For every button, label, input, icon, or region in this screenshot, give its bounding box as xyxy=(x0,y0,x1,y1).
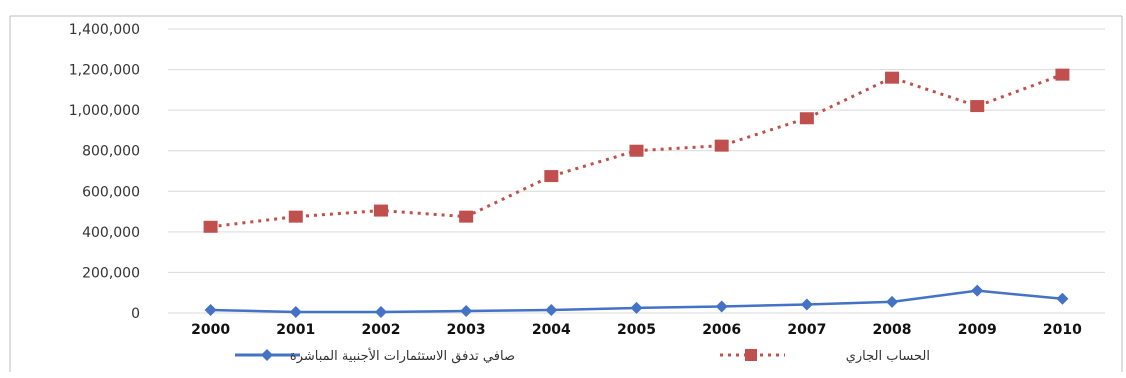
x-tick-label: 2002 xyxy=(361,322,400,338)
y-tick-label: 200,000 xyxy=(82,265,140,281)
data-point-marker xyxy=(970,100,985,113)
y-tick-label: 400,000 xyxy=(82,225,140,241)
legend-item-current-account: الحساب الجاري xyxy=(720,349,930,364)
y-tick-label: 1,200,000 xyxy=(69,63,140,79)
x-tick-label: 2006 xyxy=(702,322,741,338)
x-tick-label: 2004 xyxy=(532,322,571,338)
x-tick-label: 2009 xyxy=(958,322,997,338)
series-lines xyxy=(203,68,1070,318)
x-tick-label: 2008 xyxy=(873,322,912,338)
data-point-marker xyxy=(374,305,387,318)
data-point-marker xyxy=(1056,292,1069,305)
x-tick-label: 2003 xyxy=(447,322,486,338)
x-tick-label: 2005 xyxy=(617,322,656,338)
legend-marker-fdi xyxy=(261,349,273,361)
data-point-marker xyxy=(545,303,558,316)
y-axis-ticks: 0 200,000 400,000 600,000 800,000 1,000,000 1,… xyxy=(69,22,140,322)
x-tick-label: 2007 xyxy=(787,322,826,338)
y-tick-label: 800,000 xyxy=(82,144,140,160)
data-point-marker xyxy=(885,71,900,84)
data-point-marker xyxy=(886,295,899,308)
data-point-marker xyxy=(459,210,474,223)
data-point-marker xyxy=(971,284,984,297)
data-point-marker xyxy=(288,210,303,223)
legend-item-fdi: صافي تدفق الاستثمارات الأجنبية المباشرة xyxy=(235,347,515,364)
data-point-marker xyxy=(204,303,217,316)
data-point-marker xyxy=(373,204,388,217)
legend-label-fdi: صافي تدفق الاستثمارات الأجنبية المباشرة xyxy=(290,347,515,364)
data-point-marker xyxy=(714,139,729,152)
data-point-marker xyxy=(1055,68,1070,81)
x-axis-ticks: 2000 2001 2002 2003 2004 2005 2006 2007 2008 2009… xyxy=(191,322,1082,338)
data-point-marker xyxy=(799,112,814,125)
y-tick-label: 600,000 xyxy=(82,184,140,200)
x-tick-label: 2001 xyxy=(276,322,315,338)
data-point-marker xyxy=(203,220,218,233)
y-tick-label: 1,400,000 xyxy=(69,22,140,38)
x-tick-label: 2010 xyxy=(1043,322,1082,338)
legend-marker-current-account xyxy=(745,349,757,361)
legend: الحساب الجاري صافي تدفق الاستثمارات الأج… xyxy=(235,347,930,364)
data-point-marker xyxy=(800,298,813,311)
data-point-marker xyxy=(629,144,644,157)
data-point-marker xyxy=(715,300,728,313)
series-line-1 xyxy=(210,73,1063,229)
gridlines xyxy=(168,28,1105,314)
legend-label-current-account: الحساب الجاري xyxy=(846,349,930,364)
data-point-marker xyxy=(630,301,643,314)
y-tick-label: 1,000,000 xyxy=(69,103,140,119)
data-point-marker xyxy=(289,305,302,318)
data-point-marker xyxy=(544,170,559,183)
data-point-marker xyxy=(460,304,473,317)
x-tick-label: 2000 xyxy=(191,322,230,338)
y-tick-label: 0 xyxy=(131,306,140,322)
